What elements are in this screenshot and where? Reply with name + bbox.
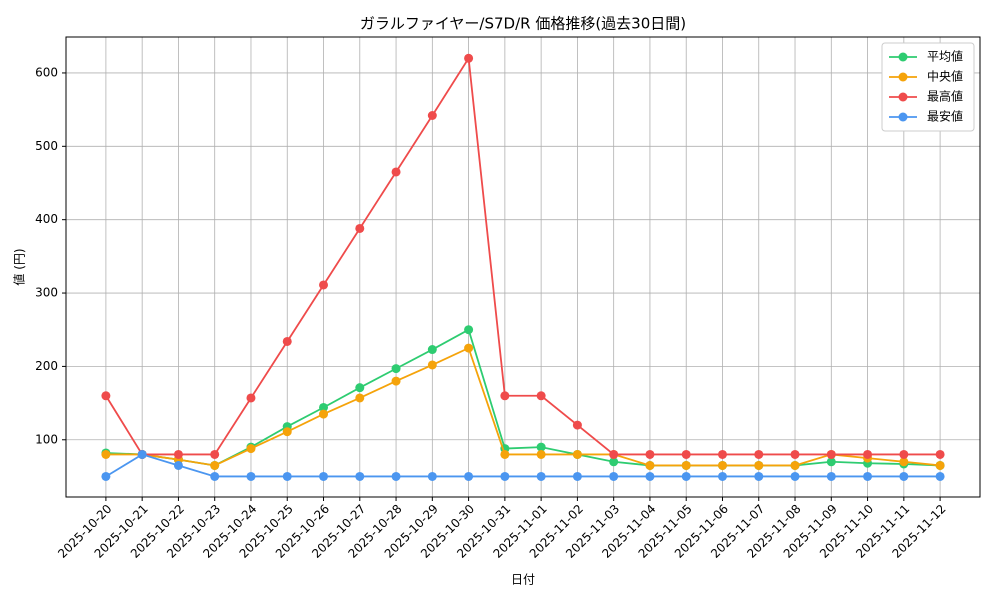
data-point bbox=[572, 420, 582, 430]
data-point bbox=[101, 449, 111, 459]
legend-box bbox=[881, 42, 975, 132]
data-point bbox=[899, 457, 909, 467]
data-point bbox=[246, 444, 256, 454]
data-point bbox=[790, 471, 800, 481]
data-point bbox=[754, 449, 764, 459]
data-point bbox=[210, 449, 220, 459]
data-point bbox=[500, 471, 510, 481]
data-point bbox=[282, 471, 292, 481]
data-point bbox=[645, 471, 655, 481]
x-axis-label: 日付 bbox=[511, 573, 535, 587]
legend-label: 中央値 bbox=[927, 69, 963, 84]
data-point bbox=[500, 391, 510, 401]
y-tick-label: 100 bbox=[35, 432, 58, 446]
data-point bbox=[717, 460, 727, 470]
data-point bbox=[935, 460, 945, 470]
data-point bbox=[137, 449, 147, 459]
data-point bbox=[427, 360, 437, 370]
chart-title: ガラルファイヤー/S7D/R 価格推移(過去30日間) bbox=[360, 15, 686, 33]
legend-label: 最高値 bbox=[927, 89, 963, 104]
data-point bbox=[826, 457, 836, 467]
series-line bbox=[105, 328, 941, 467]
y-tick-label: 300 bbox=[35, 286, 58, 300]
data-point bbox=[645, 449, 655, 459]
data-point bbox=[464, 343, 474, 353]
data-point bbox=[500, 449, 510, 459]
data-point bbox=[609, 457, 619, 467]
data-point bbox=[681, 449, 691, 459]
legend-marker bbox=[898, 52, 908, 62]
data-point bbox=[391, 376, 401, 386]
data-point bbox=[210, 460, 220, 470]
legend-marker bbox=[898, 92, 908, 102]
y-tick-label: 500 bbox=[35, 139, 58, 153]
legend-marker bbox=[898, 112, 908, 122]
y-axis-label: 値 (円) bbox=[12, 248, 27, 285]
data-point bbox=[572, 449, 582, 459]
data-point bbox=[427, 345, 437, 355]
data-point bbox=[355, 393, 365, 403]
data-point bbox=[282, 336, 292, 346]
data-point bbox=[572, 471, 582, 481]
data-point bbox=[355, 383, 365, 393]
legend-marker bbox=[898, 72, 908, 82]
data-point bbox=[826, 449, 836, 459]
data-point bbox=[282, 427, 292, 437]
data-point bbox=[935, 449, 945, 459]
data-point bbox=[790, 449, 800, 459]
data-point bbox=[101, 391, 111, 401]
data-point bbox=[173, 460, 183, 470]
data-point bbox=[536, 391, 546, 401]
data-point bbox=[754, 471, 764, 481]
data-point bbox=[173, 449, 183, 459]
data-point bbox=[427, 111, 437, 121]
data-point bbox=[899, 471, 909, 481]
series-line bbox=[105, 453, 941, 478]
data-point bbox=[355, 223, 365, 233]
data-point bbox=[536, 471, 546, 481]
data-point bbox=[645, 460, 655, 470]
data-point bbox=[863, 471, 873, 481]
y-tick-label: 600 bbox=[35, 65, 58, 79]
data-point bbox=[899, 449, 909, 459]
data-point bbox=[391, 364, 401, 374]
data-point bbox=[464, 53, 474, 63]
data-point bbox=[826, 471, 836, 481]
data-point bbox=[319, 280, 329, 290]
data-point bbox=[863, 449, 873, 459]
data-point bbox=[536, 442, 546, 452]
data-point bbox=[681, 471, 691, 481]
plot-frame bbox=[65, 36, 981, 498]
data-point bbox=[536, 449, 546, 459]
data-point bbox=[790, 460, 800, 470]
data-point bbox=[355, 471, 365, 481]
series-line bbox=[105, 346, 941, 467]
data-point bbox=[391, 471, 401, 481]
data-point bbox=[609, 449, 619, 459]
data-point bbox=[319, 402, 329, 412]
data-point bbox=[681, 460, 691, 470]
data-point bbox=[319, 409, 329, 419]
data-point bbox=[246, 393, 256, 403]
y-tick-label: 400 bbox=[35, 212, 58, 226]
data-point bbox=[717, 449, 727, 459]
data-point bbox=[754, 460, 764, 470]
data-point bbox=[464, 325, 474, 335]
data-point bbox=[210, 471, 220, 481]
data-point bbox=[609, 471, 619, 481]
series-line bbox=[105, 55, 941, 456]
legend-label: 最安値 bbox=[927, 109, 963, 124]
data-point bbox=[935, 471, 945, 481]
data-point bbox=[717, 471, 727, 481]
legend-label: 平均値 bbox=[927, 49, 963, 64]
data-point bbox=[464, 471, 474, 481]
data-point bbox=[427, 471, 437, 481]
y-tick-label: 200 bbox=[35, 359, 58, 373]
data-point bbox=[246, 471, 256, 481]
data-point bbox=[101, 471, 111, 481]
data-point bbox=[391, 167, 401, 177]
data-point bbox=[319, 471, 329, 481]
